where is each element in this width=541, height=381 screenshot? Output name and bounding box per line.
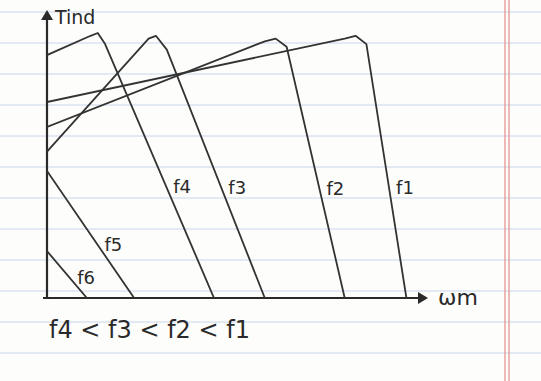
y-axis-title: Tind (54, 6, 95, 28)
curve-labels: f1 f2 f3 f4 f5 f6 (77, 176, 414, 289)
paper-rule (0, 105, 541, 106)
torque-speed-curve (47, 171, 134, 298)
paper-rule (0, 167, 541, 168)
curve-label: f1 (396, 177, 414, 198)
torque-speed-curve (47, 36, 406, 298)
torque-speed-curve (47, 36, 265, 298)
annotation: f4 < f3 < f2 < f1 (49, 316, 250, 344)
paper-rule (0, 74, 541, 75)
x-axis-title: ωm (438, 285, 478, 310)
curves (47, 33, 406, 298)
paper-rule (0, 260, 541, 261)
paper-rule (0, 136, 541, 137)
y-arrow (41, 10, 53, 20)
x-axis (43, 297, 426, 299)
curve-label: f3 (228, 177, 246, 198)
curve-label: f5 (105, 234, 123, 255)
torque-speed-curve (47, 39, 345, 298)
paper-rule (0, 198, 541, 199)
curve-label: f6 (77, 267, 95, 288)
paper-rule (0, 229, 541, 230)
paper (0, 0, 541, 381)
chart: f1 f2 f3 f4 f5 f6 Tind ωm f4 < f3 < f2 < f1 (0, 0, 541, 381)
paper-rule (0, 43, 541, 44)
paper-margin (504, 0, 505, 381)
x-arrow (418, 292, 428, 304)
torque-speed-curve (47, 33, 214, 298)
curve-label: f4 (173, 176, 191, 197)
paper-rule (0, 353, 541, 354)
axes (41, 10, 428, 304)
paper-ground (0, 0, 541, 381)
curve-label: f2 (326, 178, 344, 199)
paper-margin (508, 0, 509, 381)
